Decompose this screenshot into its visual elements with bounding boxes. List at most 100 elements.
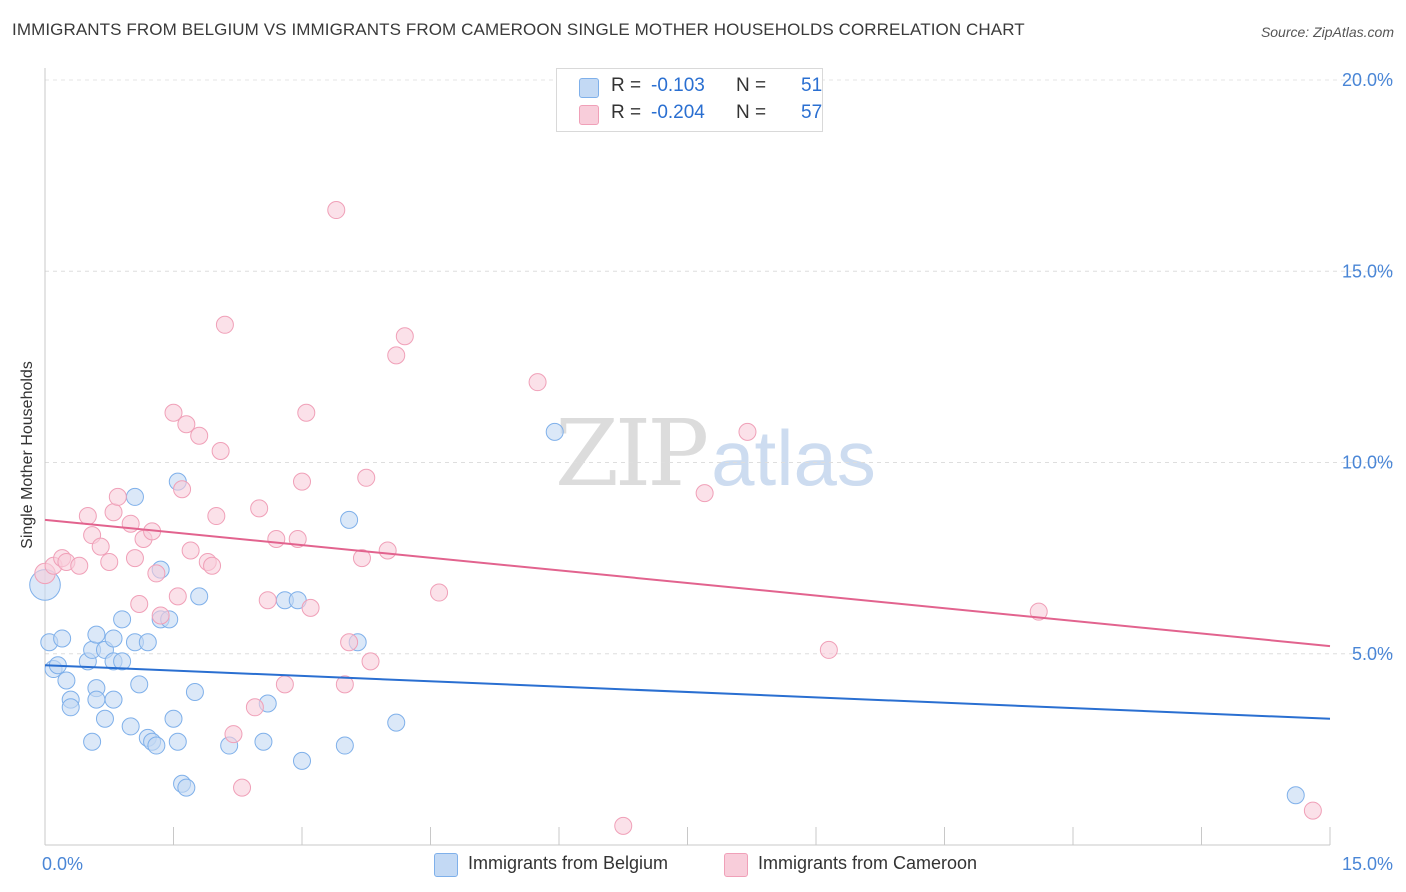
point-cameroon <box>293 472 311 491</box>
point-belgium <box>104 690 123 709</box>
point-cameroon <box>695 484 714 503</box>
point-cameroon <box>104 503 123 522</box>
legend-r-label: R = <box>611 75 642 96</box>
point-cameroon <box>108 487 127 506</box>
point-cameroon <box>297 403 316 422</box>
point-belgium <box>254 732 273 751</box>
point-cameroon <box>91 537 110 556</box>
point-belgium <box>95 709 114 728</box>
point-cameroon <box>78 507 97 526</box>
y-tick-label: 20.0% <box>1342 70 1393 90</box>
point-cameroon <box>181 541 200 560</box>
point-cameroon <box>245 698 264 717</box>
point-cameroon <box>125 549 144 568</box>
legend-n-value-cameroon: 57 <box>801 102 823 123</box>
point-cameroon <box>738 422 757 441</box>
legend-r-value-belgium: -0.103 <box>651 75 705 96</box>
point-belgium <box>125 487 144 506</box>
correlation-legend: R = -0.103 N = 51 R = -0.204 N = 57 <box>556 68 823 132</box>
point-belgium <box>335 736 354 755</box>
legend-n-label: N = <box>736 75 767 96</box>
point-belgium <box>340 510 359 529</box>
point-belgium <box>147 736 166 755</box>
y-tick-label: 5.0% <box>1352 644 1393 664</box>
point-cameroon <box>378 541 397 560</box>
point-cameroon <box>1303 801 1322 820</box>
trendline-cameroon <box>44 518 1331 648</box>
point-cameroon <box>164 403 183 422</box>
point-belgium <box>168 732 187 751</box>
point-cameroon <box>100 552 119 571</box>
point-belgium <box>83 732 102 751</box>
point-cameroon <box>177 415 196 434</box>
bottom-legend-label-belgium: Immigrants from Belgium <box>468 853 669 873</box>
point-cameroon <box>224 725 243 744</box>
legend-r-label: R = <box>611 102 642 123</box>
point-cameroon <box>258 591 277 610</box>
x-tick-label: 15.0% <box>1342 854 1393 874</box>
point-cameroon <box>335 675 354 694</box>
point-cameroon <box>215 315 234 334</box>
bottom-legend-swatch-cameroon <box>724 853 748 877</box>
point-belgium <box>87 690 106 709</box>
point-belgium <box>130 675 149 694</box>
point-belgium <box>104 629 123 648</box>
chart-title: IMMIGRANTS FROM BELGIUM VS IMMIGRANTS FR… <box>12 20 1025 39</box>
point-belgium <box>190 587 209 606</box>
point-cameroon <box>288 530 307 548</box>
point-cameroon <box>190 426 209 445</box>
point-cameroon <box>250 499 269 518</box>
point-cameroon <box>352 549 371 568</box>
x-tick-label: 0.0% <box>42 854 83 874</box>
point-belgium <box>57 671 76 690</box>
point-cameroon <box>614 816 633 835</box>
point-cameroon <box>528 373 547 392</box>
point-cameroon <box>327 201 346 220</box>
bottom-legend-label-cameroon: Immigrants from Cameroon <box>758 853 978 873</box>
legend-swatch-belgium <box>579 78 599 98</box>
point-cameroon <box>340 633 359 652</box>
point-belgium <box>138 633 157 652</box>
point-cameroon <box>267 530 286 548</box>
point-cameroon <box>151 606 170 625</box>
point-cameroon <box>168 587 187 606</box>
point-cameroon <box>357 468 376 487</box>
point-belgium <box>1286 786 1305 805</box>
point-belgium <box>177 778 196 797</box>
point-cameroon <box>130 595 149 614</box>
point-cameroon <box>430 583 449 602</box>
point-cameroon <box>395 327 414 346</box>
point-belgium <box>164 709 183 728</box>
point-cameroon <box>233 778 252 797</box>
point-belgium <box>61 698 80 717</box>
chart-source: Source: ZipAtlas.com <box>1260 24 1394 40</box>
y-tick-label: 15.0% <box>1342 261 1393 281</box>
point-cameroon <box>819 640 838 659</box>
legend-n-value-belgium: 51 <box>801 75 823 96</box>
point-cameroon <box>207 507 226 526</box>
point-cameroon <box>147 564 166 583</box>
point-belgium <box>545 422 564 441</box>
point-belgium <box>387 713 406 732</box>
legend-n-label: N = <box>736 102 767 123</box>
point-cameroon <box>301 598 320 617</box>
point-belgium <box>185 683 204 701</box>
legend-swatch-cameroon <box>579 105 599 125</box>
point-belgium <box>113 652 132 671</box>
point-belgium <box>53 629 72 648</box>
bottom-legend-swatch-belgium <box>434 853 458 877</box>
trendline-belgium <box>44 664 1331 720</box>
point-belgium <box>87 625 106 644</box>
point-belgium <box>113 610 132 629</box>
legend-r-value-cameroon: -0.204 <box>651 102 705 123</box>
point-cameroon <box>173 480 192 499</box>
point-cameroon <box>203 556 222 575</box>
point-cameroon <box>211 442 230 461</box>
point-cameroon <box>70 556 89 575</box>
point-belgium <box>121 717 140 736</box>
point-cameroon <box>387 346 406 365</box>
y-tick-label: 10.0% <box>1342 453 1393 473</box>
point-cameroon <box>361 652 380 671</box>
point-cameroon <box>275 675 294 694</box>
